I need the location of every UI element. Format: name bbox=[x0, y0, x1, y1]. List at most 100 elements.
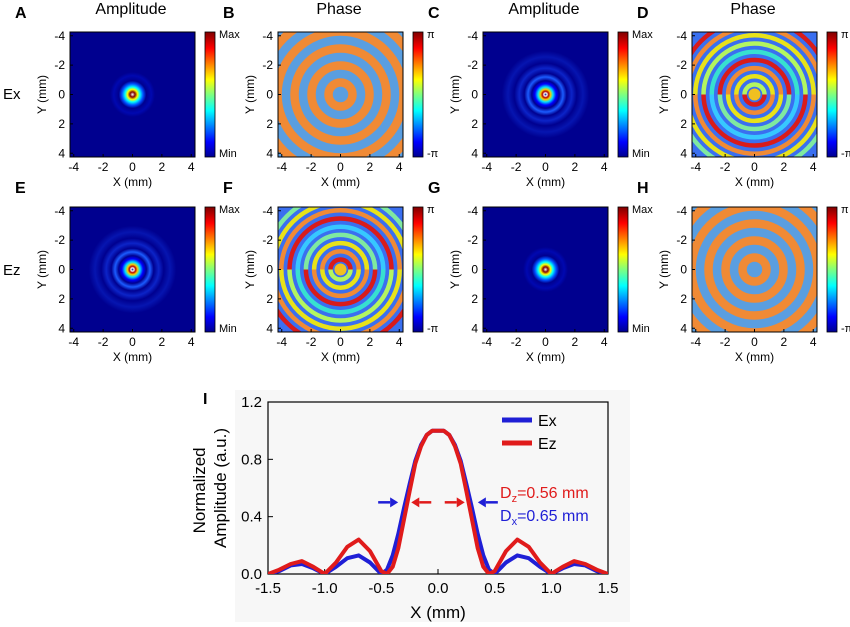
colorbar-max-label: Max bbox=[219, 204, 240, 216]
y-tick-label: -2 bbox=[262, 233, 273, 247]
phase-ring-top bbox=[725, 65, 784, 95]
phase-ring-bottom bbox=[287, 269, 394, 323]
x-tick-label: 2 bbox=[781, 335, 788, 349]
phase-ring-bottom bbox=[320, 269, 361, 290]
y-tick-label: 4 bbox=[471, 321, 478, 335]
y-tick-label: 2 bbox=[266, 117, 273, 131]
y-tick-label: 0.0 bbox=[241, 566, 262, 583]
y-tick-label: 0 bbox=[471, 88, 478, 102]
y-tick-label: -2 bbox=[676, 233, 687, 247]
x-tick-label: -4 bbox=[276, 335, 287, 349]
amplitude-pattern bbox=[70, 207, 195, 332]
y-tick-label: 2 bbox=[266, 292, 273, 306]
phase-ring-top bbox=[734, 74, 775, 95]
tick-marks: -1.5 -1.0 -0.5 0.0 0.5 1.0 1.5 0.0 0.4 0.8 1.2 bbox=[241, 394, 618, 597]
phase-ring-top bbox=[328, 257, 353, 270]
y-tick-label: -4 bbox=[676, 29, 687, 43]
x-axis-label: X (mm) bbox=[526, 175, 565, 189]
legend-label-ez: Ez bbox=[538, 436, 557, 453]
x-tick-label: -4 bbox=[68, 335, 79, 349]
y-tick-label: 0 bbox=[58, 263, 65, 277]
annotation-dx: Dx=0.65 mm bbox=[500, 508, 589, 528]
fwhm-arrow-ez-left-head bbox=[411, 497, 420, 508]
phase-ring-bottom bbox=[295, 269, 386, 315]
colorbar-max-label: Max bbox=[632, 204, 653, 216]
colorbar-min-label: -π bbox=[841, 323, 850, 335]
y-tick-label: -4 bbox=[54, 204, 65, 218]
row-label: Ex bbox=[3, 86, 21, 103]
x-axis-label: X (mm) bbox=[735, 350, 774, 364]
x-tick-label: 0 bbox=[129, 335, 136, 349]
phase-ring-bottom bbox=[279, 269, 402, 331]
phase-ring-top bbox=[693, 33, 816, 95]
x-tick-label: 2 bbox=[781, 160, 788, 174]
colorbar-min-label: -π bbox=[427, 148, 439, 160]
y-axis-label-line: Amplitude (a.u.) bbox=[211, 428, 230, 548]
phase-ring-bottom bbox=[717, 94, 792, 132]
phase-ring-top bbox=[311, 240, 370, 270]
x-tick-label: 0 bbox=[129, 160, 136, 174]
x-tick-label: 0 bbox=[751, 160, 758, 174]
x-tick-label: 1.0 bbox=[541, 580, 562, 597]
x-tick-label: 4 bbox=[810, 160, 817, 174]
phase-ring-top bbox=[717, 57, 792, 95]
y-axis-label: Y (mm) bbox=[448, 75, 462, 114]
y-tick-label: -4 bbox=[262, 29, 273, 43]
fwhm-markers bbox=[378, 497, 498, 508]
colorbar bbox=[617, 206, 629, 333]
x-tick-label: 2 bbox=[367, 160, 374, 174]
colorbar bbox=[204, 31, 216, 158]
annotation-dz-value: =0.56 mm bbox=[517, 485, 589, 502]
panel-letter: I bbox=[203, 391, 207, 408]
y-tick-label: 0 bbox=[471, 263, 478, 277]
annotation-dz-sub: z bbox=[512, 493, 518, 505]
fwhm-arrow-ex-right-head bbox=[477, 497, 486, 508]
colorbar bbox=[412, 31, 424, 158]
colorbar-min-label: Min bbox=[632, 323, 650, 335]
x-tick-label: -4 bbox=[481, 335, 492, 349]
x-tick-label: -1.0 bbox=[312, 580, 338, 597]
x-tick-label: 2 bbox=[367, 335, 374, 349]
x-tick-label: 0 bbox=[751, 335, 758, 349]
x-tick-label: -1.5 bbox=[255, 580, 281, 597]
y-tick-label: 4 bbox=[58, 321, 65, 335]
x-axis-label: X (mm) bbox=[321, 175, 360, 189]
y-tick-label: 2 bbox=[471, 117, 478, 131]
x-tick-label: 4 bbox=[601, 160, 608, 174]
y-axis-label: Y (mm) bbox=[35, 75, 49, 114]
legend: Ex Ez bbox=[502, 413, 557, 453]
phase-ring-top bbox=[742, 82, 767, 95]
phase-rings bbox=[692, 32, 817, 157]
x-axis-label: X (mm) bbox=[113, 350, 152, 364]
column-title: Amplitude bbox=[95, 1, 166, 18]
x-axis-label: X (mm) bbox=[321, 350, 360, 364]
x-axis-label: X (mm) bbox=[113, 175, 152, 189]
colorbar-max-label: π bbox=[427, 29, 435, 41]
y-tick-label: -4 bbox=[467, 204, 478, 218]
panel-letter: E bbox=[15, 180, 26, 197]
x-tick-label: -4 bbox=[68, 160, 79, 174]
amplitude-pattern bbox=[483, 32, 608, 157]
annotation-dx-sub: x bbox=[512, 516, 518, 528]
phase-rings bbox=[692, 207, 817, 332]
x-tick-label: 0.0 bbox=[428, 580, 449, 597]
panel-letter: D bbox=[637, 5, 649, 22]
x-tick-label: 0.5 bbox=[484, 580, 505, 597]
x-tick-label: -2 bbox=[306, 160, 317, 174]
colorbar bbox=[204, 206, 216, 333]
y-tick-label: 2 bbox=[58, 117, 65, 131]
colorbar-max-label: π bbox=[427, 204, 435, 216]
colorbar-min-label: Min bbox=[219, 148, 237, 160]
phase-center bbox=[334, 263, 347, 276]
x-tick-label: 0 bbox=[337, 160, 344, 174]
y-axis-label: Y (mm) bbox=[448, 250, 462, 289]
x-tick-label: -4 bbox=[690, 335, 701, 349]
y-tick-label: 0 bbox=[266, 263, 273, 277]
